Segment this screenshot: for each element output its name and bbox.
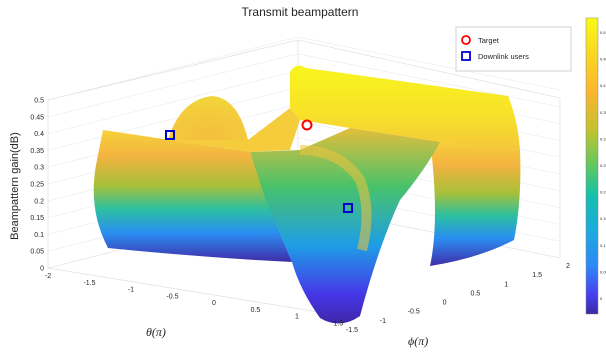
z-tick-label: 0.4: [34, 131, 44, 138]
colorbar-tick-label: 0.1: [600, 243, 606, 248]
target-marker: [301, 119, 313, 131]
z-tick-label: 0.15: [30, 215, 44, 222]
legend: Target Downlink users: [455, 26, 572, 72]
x-tick-labels: -2 -1.5 -1 -0.5 0 0.5 1 1.5: [45, 273, 343, 327]
z-tick-label: 0.05: [30, 249, 44, 256]
x-tick-label: 0.5: [251, 307, 261, 314]
surface-plot: [93, 65, 521, 324]
colorbar-tick-label: 0: [600, 296, 603, 301]
surface-dome: [168, 96, 248, 140]
y-tick-label: -1: [380, 318, 386, 325]
z-tick-label: 0.25: [30, 182, 44, 189]
x-axis-label: θ(π): [146, 325, 166, 339]
chart-title: Transmit beampattern: [242, 5, 359, 19]
x-tick-label: -1.5: [83, 280, 95, 287]
colorbar-tick-label: 0.2: [600, 190, 606, 195]
y-tick-label: 0.5: [471, 290, 481, 297]
x-tick-label: -2: [45, 273, 51, 280]
colorbar: [585, 17, 599, 315]
x-tick-label: 1.5: [334, 320, 344, 327]
y-tick-label: -1.5: [346, 327, 358, 334]
z-tick-label: 0.35: [30, 148, 44, 155]
x-tick-label: -0.5: [166, 293, 178, 300]
x-tick-label: 0: [212, 300, 216, 307]
colorbar-tick-label: 0.5: [600, 30, 606, 35]
colorbar-tick-label: 0.15: [600, 216, 606, 221]
z-tick-label: 0.45: [30, 114, 44, 121]
downlink-user-marker: [165, 130, 175, 140]
y-tick-label: 0: [443, 300, 447, 307]
legend-users-icon: [461, 51, 471, 61]
surface-top-left: [103, 108, 300, 152]
y-tick-label: 2: [566, 263, 570, 270]
y-tick-label: 1: [504, 281, 508, 288]
z-tick-label: 0.5: [34, 98, 44, 105]
surface-right-wall: [430, 140, 521, 266]
legend-target-label: Target: [478, 36, 500, 45]
colorbar-tick-label: 0.4: [600, 83, 606, 88]
colorbar-tick-labels: 0.5 0.45 0.4 0.35 0.3 0.25 0.2 0.15 0.1 0.05 0: [600, 30, 606, 301]
x-tick-label: -1: [128, 287, 134, 294]
surface-left-wall: [93, 130, 292, 262]
colorbar-tick-label: 0.45: [600, 57, 606, 62]
legend-target-icon: [461, 35, 471, 45]
surface-valley: [250, 128, 440, 324]
y-tick-labels: -1.5 -1 -0.5 0 0.5 1 1.5 2: [346, 263, 570, 334]
y-axis-label: ϕ(π): [408, 334, 428, 348]
z-axis-label: Beampattern gain(dB): [9, 132, 21, 240]
y-tick-label: 1.5: [532, 272, 542, 279]
z-tick-label: 0.2: [34, 198, 44, 205]
legend-users-label: Downlink users: [478, 52, 529, 61]
surface-back-ridge: [290, 65, 520, 150]
z-tick-label: 0: [40, 266, 44, 273]
y-tick-label: -0.5: [408, 309, 420, 316]
colorbar-tick-label: 0.25: [600, 163, 606, 168]
x-tick-label: 1: [295, 314, 299, 321]
colorbar-tick-label: 0.05: [600, 269, 606, 274]
z-tick-label: 0.3: [34, 165, 44, 172]
downlink-user-marker: [343, 203, 353, 213]
z-tick-labels: 0 0.05 0.1 0.15 0.2 0.25 0.3 0.35 0.4 0.45 0.5: [30, 98, 44, 273]
colorbar-tick-label: 0.3: [600, 136, 606, 141]
surface-valley-rim: [299, 145, 372, 252]
colorbar-tick-label: 0.35: [600, 110, 606, 115]
z-tick-label: 0.1: [34, 232, 44, 239]
